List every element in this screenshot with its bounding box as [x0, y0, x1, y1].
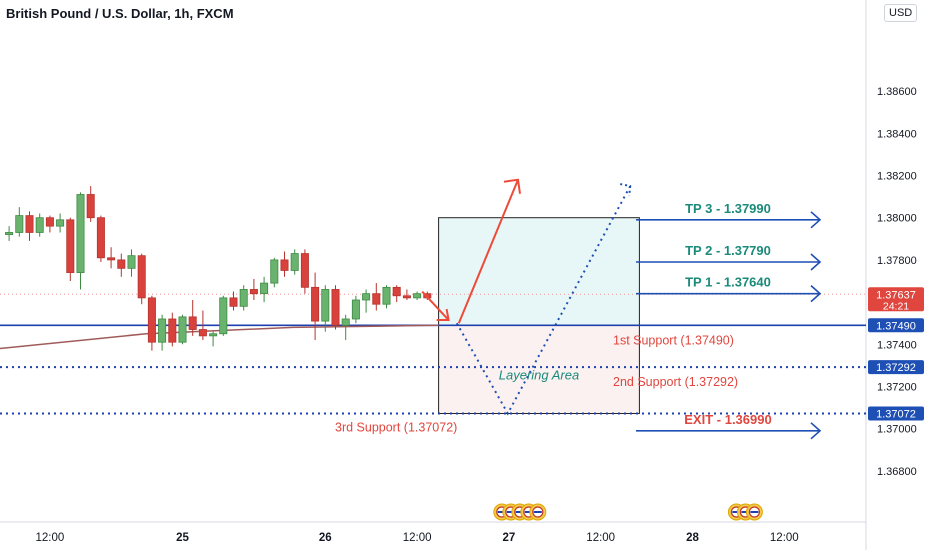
support-label: 1st Support (1.37490) — [613, 333, 734, 347]
support-label: 2nd Support (1.37292) — [613, 375, 738, 389]
currency-button[interactable]: USD — [884, 4, 918, 22]
price-badge-countdown: 24:21 — [883, 300, 909, 312]
time-tick-label: 28 — [686, 532, 699, 544]
candle — [280, 259, 289, 271]
exit-label: EXIT - 1.36990 — [684, 412, 771, 427]
event-flag-stripe — [524, 511, 533, 513]
projected-path — [455, 185, 632, 416]
candle — [362, 293, 371, 301]
target-arrow-head — [810, 285, 822, 303]
price-badge — [868, 287, 924, 312]
candle — [117, 259, 126, 269]
candle — [260, 282, 269, 295]
time-tick-label: 12:00 — [586, 532, 615, 544]
rally-arrow — [457, 179, 519, 324]
price-badge — [868, 406, 924, 421]
price-tick-label: 1.37400 — [877, 339, 917, 351]
candle — [402, 295, 411, 299]
price-badge-label: 1.37490 — [876, 320, 916, 332]
candle — [321, 289, 330, 322]
event-flag-stripe — [506, 511, 515, 513]
candle — [66, 219, 75, 273]
event-flag-stripe — [533, 511, 542, 513]
candle — [392, 286, 401, 297]
price-badge — [868, 318, 924, 333]
price-tick-label: 1.37000 — [877, 424, 917, 436]
candle — [35, 217, 44, 233]
candle — [25, 215, 34, 233]
candle — [249, 289, 258, 295]
candle — [168, 318, 177, 343]
candle — [270, 259, 279, 284]
time-tick-label: 12:00 — [36, 532, 65, 544]
time-tick-label: 27 — [503, 532, 516, 544]
price-badge-label: 1.37637 — [876, 289, 916, 301]
candle — [239, 289, 248, 307]
candle — [229, 297, 238, 307]
target-arrow-head — [810, 253, 822, 271]
price-badge-label: 1.37292 — [876, 362, 916, 374]
price-tick-label: 1.38000 — [877, 213, 917, 225]
time-tick-label: 26 — [319, 532, 332, 544]
candle — [331, 289, 340, 326]
time-tick-label: 12:00 — [403, 532, 432, 544]
candle — [45, 217, 54, 227]
entry-zone-box — [438, 217, 640, 326]
candle — [158, 318, 167, 343]
price-badge-label: 1.37072 — [876, 409, 916, 421]
candle — [147, 297, 156, 343]
price-badge — [868, 360, 924, 375]
price-tick-label: 1.38600 — [877, 86, 917, 98]
candle — [56, 219, 65, 227]
price-tick-label: 1.37200 — [877, 382, 917, 394]
candle — [198, 329, 207, 337]
candle — [178, 316, 187, 343]
rally-arrow-head — [503, 178, 521, 194]
candle — [290, 253, 299, 271]
candle — [5, 232, 14, 235]
candle — [188, 316, 197, 330]
time-tick-label: 25 — [176, 532, 189, 544]
candle — [341, 318, 350, 326]
candle — [382, 286, 391, 305]
price-tick-label: 1.38200 — [877, 171, 917, 183]
event-flag-stripe — [515, 511, 524, 513]
moving-average-line — [0, 324, 439, 350]
layering-area-box — [438, 324, 640, 415]
layering-area-label: Layering Area — [499, 367, 579, 382]
take-profit-label: TP 1 - 1.37640 — [685, 275, 771, 290]
event-flag-stripe — [750, 511, 759, 513]
target-arrow-head — [810, 422, 822, 440]
candle — [372, 293, 381, 305]
candle — [413, 293, 422, 299]
candle — [76, 194, 85, 273]
target-arrow-head — [810, 211, 822, 229]
price-tick-label: 1.36800 — [877, 466, 917, 478]
event-flag-stripe — [741, 511, 750, 513]
candle — [209, 333, 218, 337]
candle — [137, 255, 146, 299]
drop-arrow-head — [436, 308, 450, 322]
take-profit-label: TP 2 - 1.37790 — [685, 243, 771, 258]
drop-arrow — [421, 290, 450, 321]
candle — [86, 194, 95, 219]
candle — [96, 217, 105, 259]
candle — [107, 257, 116, 261]
event-flag-stripe — [497, 511, 506, 513]
price-tick-label: 1.37800 — [877, 255, 917, 267]
candle — [219, 297, 228, 335]
price-tick-label: 1.38400 — [877, 128, 917, 140]
support-label: 3rd Support (1.37072) — [335, 421, 457, 435]
time-tick-label: 12:00 — [770, 532, 799, 544]
candle — [300, 253, 309, 288]
projected-path-head — [620, 183, 632, 197]
chart-title: British Pound / U.S. Dollar, 1h, FXCM — [6, 6, 234, 21]
take-profit-label: TP 3 - 1.37990 — [685, 201, 771, 216]
candle — [15, 215, 24, 233]
event-flag-stripe — [732, 511, 741, 513]
candle — [351, 299, 360, 320]
candle — [311, 286, 320, 322]
candle — [127, 255, 136, 269]
